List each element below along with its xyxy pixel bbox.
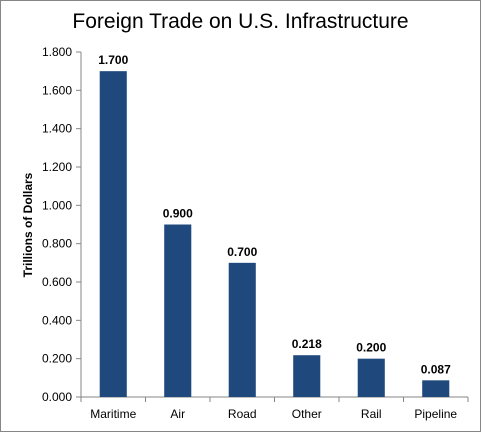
data-label: 0.700	[227, 245, 257, 259]
y-tick-label: 0.600	[42, 275, 72, 289]
x-tick-label: Air	[170, 407, 185, 421]
y-tick-label: 1.600	[42, 83, 72, 97]
x-tick-label: Maritime	[90, 407, 136, 421]
y-tick-label: 0.400	[42, 313, 72, 327]
y-tick-label: 1.200	[42, 160, 72, 174]
bar-air	[164, 224, 192, 397]
y-tick-label: 1.800	[42, 45, 72, 59]
y-tick-label: 0.800	[42, 237, 72, 251]
y-tick-label: 0.200	[42, 352, 72, 366]
data-label: 0.900	[163, 207, 193, 221]
bar-pipeline	[422, 380, 450, 397]
bar-other	[293, 355, 321, 397]
chart-title: Foreign Trade on U.S. Infrastructure	[72, 10, 409, 33]
x-tick-label: Other	[292, 407, 322, 421]
y-tick-label: 0.000	[42, 390, 72, 404]
x-tick-label: Rail	[361, 407, 382, 421]
y-tick-label: 1.000	[42, 198, 72, 212]
x-tick-label: Road	[228, 407, 257, 421]
data-label: 1.700	[98, 53, 128, 67]
data-label: 0.087	[421, 362, 451, 376]
data-label: 0.200	[356, 341, 386, 355]
x-tick-label: Pipeline	[414, 407, 457, 421]
bar-rail	[357, 358, 385, 397]
bar-maritime	[99, 71, 127, 398]
bar-road	[228, 262, 256, 397]
y-tick-label: 1.400	[42, 122, 72, 136]
data-label: 0.218	[292, 337, 322, 351]
